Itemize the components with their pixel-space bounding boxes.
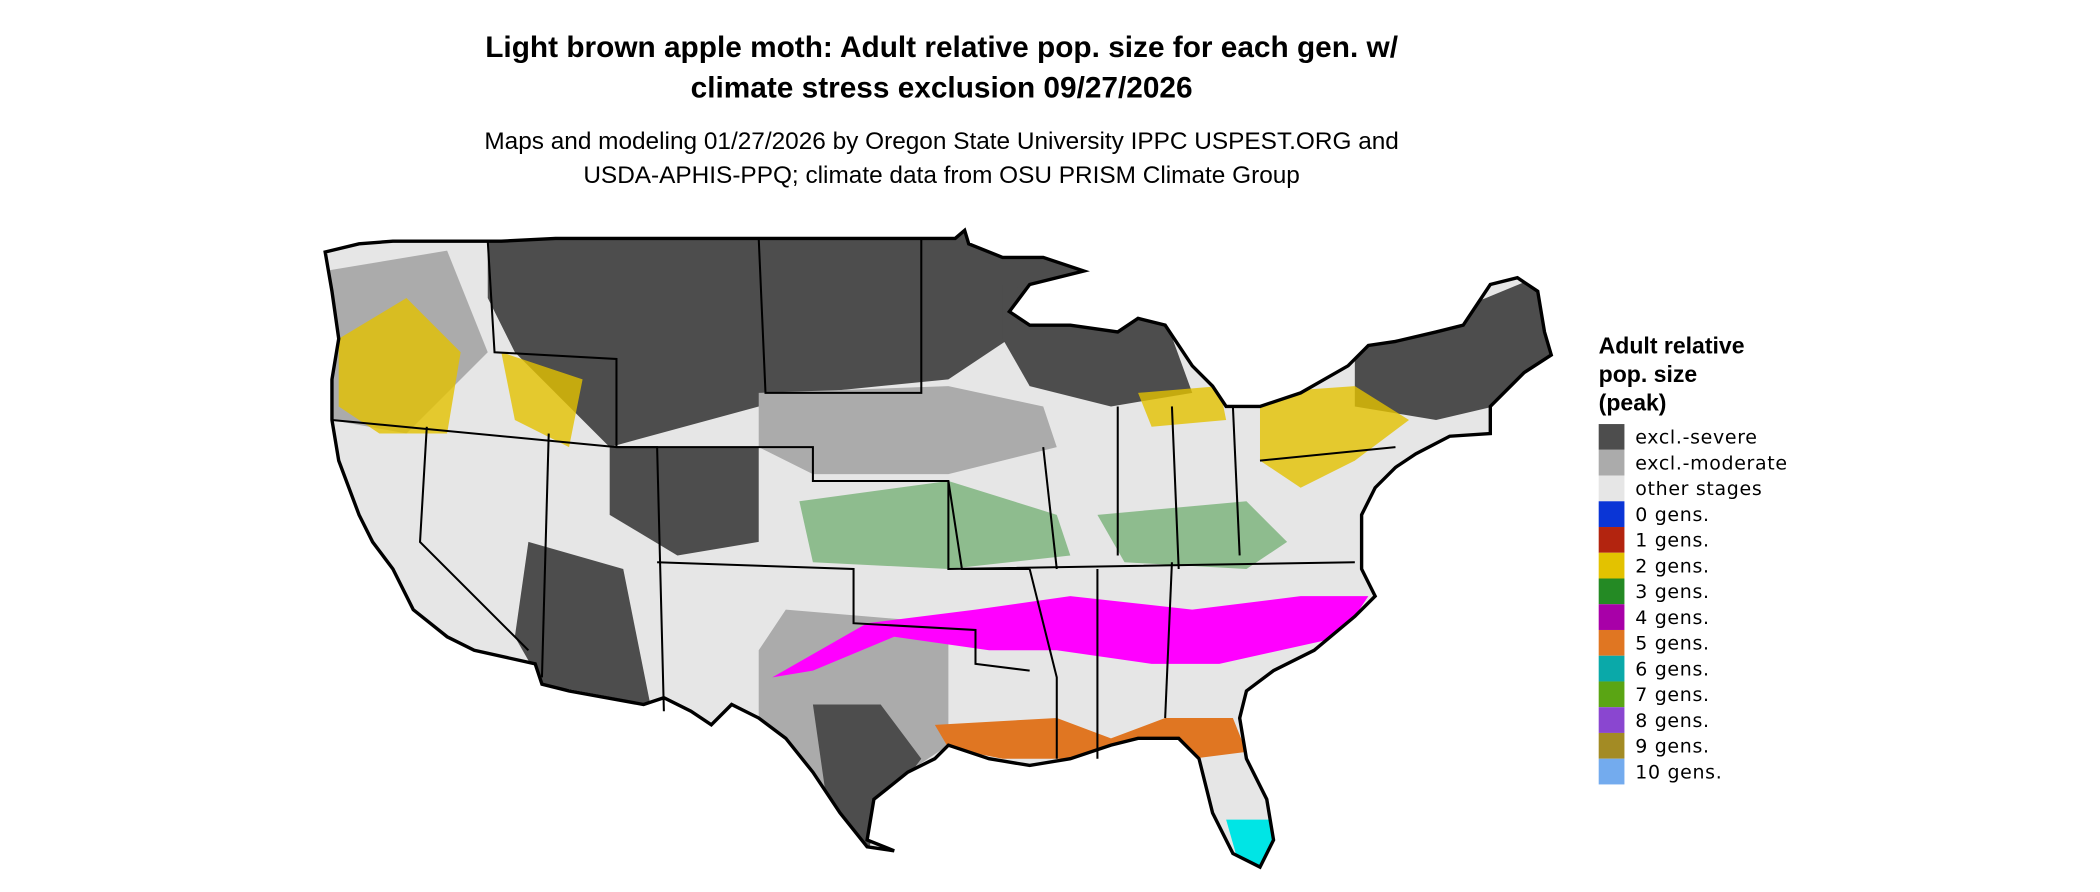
subtitle: USDA-APHIS-PPQ; climate data from OSU PR…	[583, 162, 1300, 189]
legend-swatch	[1598, 732, 1625, 759]
region-fill	[1138, 386, 1227, 427]
legend-swatch	[1598, 475, 1625, 502]
legend-title: pop. size	[1599, 361, 1698, 387]
legend-swatch	[1598, 629, 1625, 656]
legend-swatch	[1598, 681, 1625, 708]
legend-swatch	[1598, 501, 1625, 528]
legend-label: 10 gens.	[1635, 761, 1722, 783]
legend-label: 2 gens.	[1635, 555, 1709, 577]
legend-title: (peak)	[1599, 390, 1667, 416]
legend-label: 6 gens.	[1635, 658, 1709, 680]
legend-label: 8 gens.	[1635, 710, 1709, 732]
legend-swatch	[1598, 604, 1625, 630]
legend-swatch	[1598, 578, 1625, 605]
legend-swatch	[1598, 707, 1625, 733]
region-fill	[758, 386, 1057, 475]
region-fill	[799, 480, 1071, 570]
us-map	[323, 227, 1554, 870]
state-borders	[331, 238, 1396, 759]
region-fill	[338, 298, 461, 434]
legend-label: 5 gens.	[1635, 633, 1709, 655]
legend-swatch	[1598, 655, 1625, 682]
legend-label: 1 gens.	[1635, 530, 1709, 552]
legend-swatch	[1598, 758, 1625, 785]
title: Light brown apple moth: Adult relative p…	[485, 31, 1398, 64]
legend-label: 4 gens.	[1635, 607, 1709, 629]
legend-label: 0 gens.	[1635, 504, 1709, 526]
legend-swatch	[1598, 449, 1625, 476]
country-outline	[323, 227, 1554, 870]
subtitle: Maps and modeling 01/27/2026 by Oregon S…	[484, 128, 1399, 155]
region-fill	[1226, 819, 1274, 868]
region-fill	[1354, 270, 1552, 420]
region-fill	[1259, 386, 1410, 488]
legend-swatch	[1598, 552, 1625, 579]
legend-swatch	[1598, 424, 1625, 450]
legend-label: 9 gens.	[1635, 736, 1709, 758]
title: climate stress exclusion 09/27/2026	[691, 72, 1193, 105]
region-fill	[487, 230, 1098, 448]
legend-swatch	[1598, 527, 1625, 553]
legend-label: excl.-moderate	[1635, 452, 1787, 474]
legend-label: 7 gens.	[1635, 684, 1709, 706]
region-fill	[514, 541, 651, 705]
legend-label: other stages	[1635, 478, 1762, 500]
legend-label: 3 gens.	[1635, 581, 1709, 603]
legend-title: Adult relative	[1599, 333, 1745, 359]
legend-label: excl.-severe	[1635, 427, 1757, 449]
region-fill	[609, 447, 759, 556]
